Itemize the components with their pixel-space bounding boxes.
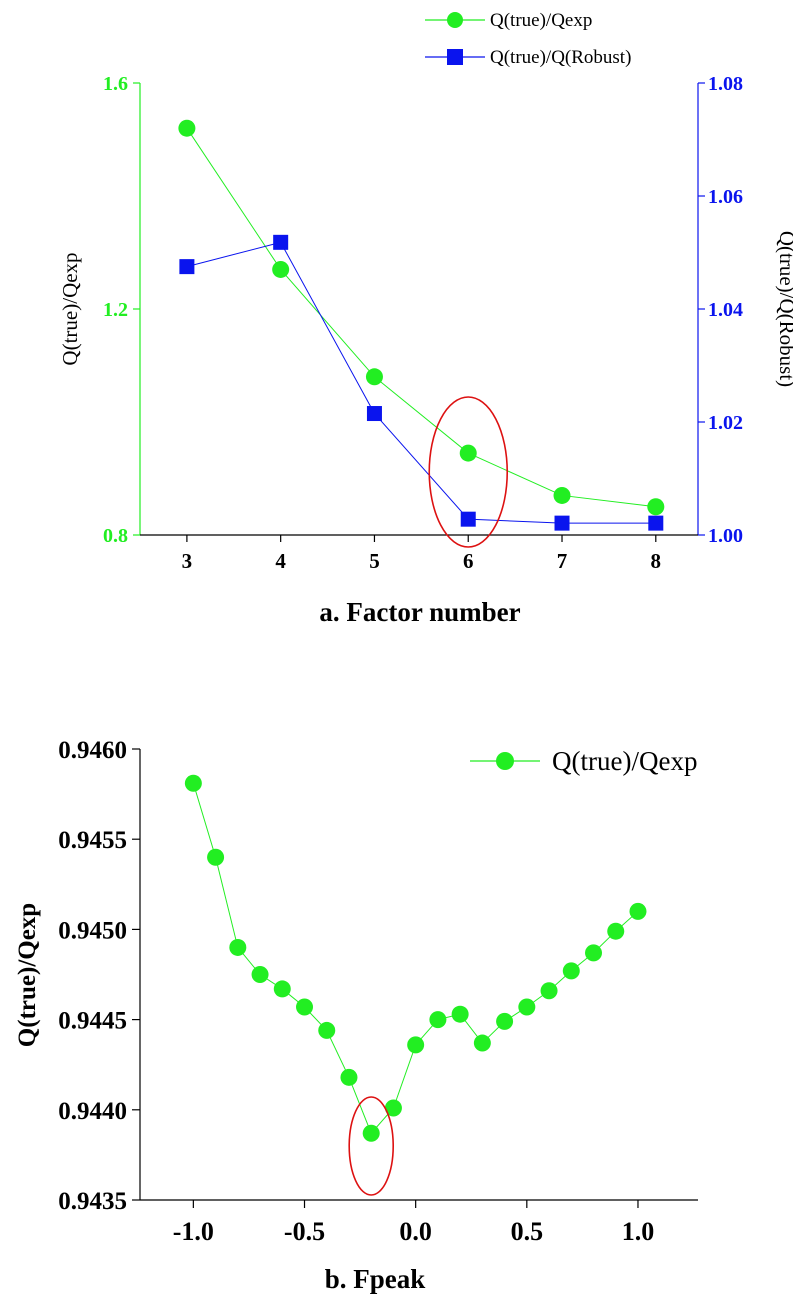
x-ticks-b: -1.0 -0.5 0.0 0.5 1.0	[173, 1200, 654, 1246]
left-y-axis-label-a: Q(true)/Qexp	[58, 252, 82, 365]
series-a-line-1	[186, 241, 656, 524]
series-b-0-point-3	[251, 966, 269, 983]
chart-b: Q(true)/Qexp -1.0 -0.5 0.0 0.5 1.0 0.94350.9…	[14, 737, 698, 1294]
highlight-b	[348, 1096, 395, 1196]
series-b-0-point-5	[296, 998, 314, 1016]
series-b-0-point-2	[229, 938, 247, 956]
series-a-0-point-3	[459, 444, 477, 462]
right-y-tick-label-a-3: 1.06	[708, 186, 743, 208]
x-tick-label-b-1: -0.5	[284, 1217, 325, 1246]
series-b-0-point-0	[184, 774, 202, 792]
series-a-1-point-4	[554, 515, 570, 531]
x-tick-label-a-0: 3	[182, 549, 193, 573]
y-tick-label-b-1: 0.9440	[58, 1098, 127, 1125]
x-tick-label-a-2: 5	[369, 549, 380, 573]
x-tick-label-a-1: 4	[275, 549, 286, 573]
series-b-0-point-20	[629, 902, 647, 920]
right-y-tick-label-a-0: 1.00	[708, 525, 743, 547]
series-b-0-point-18	[585, 944, 603, 962]
x-axis-label-a: a. Factor number	[319, 597, 520, 627]
legend-b-label: Q(true)/Qexp	[552, 746, 697, 776]
series-a-1-point-3	[460, 511, 476, 527]
y-ticks-b: 0.9435 0.9440 0.9445 0.9450 0.9455 0.9460	[58, 737, 140, 1215]
x-tick-label-b-0: -1.0	[173, 1217, 214, 1246]
series-b-0-point-11	[429, 1011, 447, 1029]
right-y-tick-label-a-1: 1.02	[708, 412, 743, 434]
right-y-tick-label-a-2: 1.04	[708, 299, 743, 321]
right-y-tick-label-a-4: 1.08	[708, 73, 743, 95]
series-b-0-point-8	[362, 1124, 380, 1142]
highlight-ellipse-b	[348, 1096, 395, 1196]
series-a-1-point-0	[179, 259, 195, 275]
series-a	[178, 119, 665, 531]
left-y-tick-label-a-1: 1.2	[103, 299, 128, 321]
series-b-0-point-12	[451, 1005, 469, 1023]
y-tick-label-b-4: 0.9455	[58, 827, 127, 854]
y-axis-label-b: Q(true)/Qexp	[14, 903, 41, 1047]
series-a-0-point-1	[272, 260, 290, 278]
series-b-0-point-13	[473, 1034, 491, 1052]
left-y-tick-label-a-0: 0.8	[103, 525, 128, 547]
series-a-1-point-2	[366, 406, 382, 422]
y-tick-label-b-0: 0.9435	[58, 1188, 127, 1215]
series-b-0-point-14	[496, 1012, 514, 1030]
x-ticks-a: 3 4 5 6 7 8	[182, 535, 661, 573]
series-a-0-point-4	[553, 486, 571, 504]
series-a-0-point-2	[365, 368, 383, 386]
series-b-0-point-19	[607, 922, 625, 940]
x-tick-label-b-2: 0.0	[399, 1217, 432, 1246]
legend-a-blue-label: Q(true)/Q(Robust)	[490, 47, 631, 68]
right-y-ticks-a: 1.00 1.02 1.04 1.06 1.08	[698, 73, 743, 547]
x-tick-label-a-5: 8	[651, 549, 662, 573]
legend-a-green-label: Q(true)/Qexp	[490, 10, 592, 31]
series-a-0-point-0	[178, 119, 196, 137]
x-tick-label-b-3: 0.5	[511, 1217, 544, 1246]
series-b	[184, 774, 647, 1142]
series-b-line-0	[192, 783, 639, 1135]
series-a-line-0	[186, 127, 656, 508]
right-y-axis-label-a: Q(true)/Q(Robust)	[775, 231, 793, 387]
x-tick-label-a-4: 7	[557, 549, 568, 573]
highlight-a	[428, 396, 509, 548]
legend-b-marker	[496, 752, 514, 770]
series-a-0-point-5	[647, 498, 665, 516]
legend-a-blue-marker	[447, 49, 463, 65]
series-b-0-point-9	[384, 1099, 402, 1117]
highlight-ellipse-a	[428, 396, 509, 548]
series-b-0-point-7	[340, 1068, 358, 1086]
y-tick-label-b-2: 0.9445	[58, 1008, 127, 1035]
legend-a-green-marker	[447, 12, 463, 28]
left-y-tick-label-a-2: 1.6	[103, 73, 128, 95]
series-a-1-point-5	[648, 515, 664, 531]
legend-a: Q(true)/Qexp Q(true)/Q(Robust)	[425, 10, 631, 68]
series-b-0-point-1	[207, 848, 225, 866]
x-axis-label-b: b. Fpeak	[325, 1264, 426, 1294]
series-b-0-point-17	[562, 962, 580, 980]
series-b-0-point-4	[273, 980, 291, 998]
series-a-1-point-1	[273, 234, 289, 250]
y-tick-label-b-5: 0.9460	[58, 737, 127, 764]
series-b-0-point-10	[407, 1036, 425, 1054]
chart-a: Q(true)/Qexp Q(true)/Q(Robust) 3 4 5 6 7 8 0.…	[58, 10, 793, 627]
series-b-0-point-6	[318, 1021, 336, 1039]
x-tick-label-a-3: 6	[463, 549, 474, 573]
legend-b: Q(true)/Qexp	[470, 746, 697, 776]
series-b-0-point-15	[518, 998, 536, 1016]
series-b-0-point-16	[540, 982, 558, 1000]
x-tick-label-b-4: 1.0	[622, 1217, 655, 1246]
left-y-ticks-a: 0.8 1.2 1.6	[103, 73, 140, 547]
y-tick-label-b-3: 0.9450	[58, 917, 127, 944]
